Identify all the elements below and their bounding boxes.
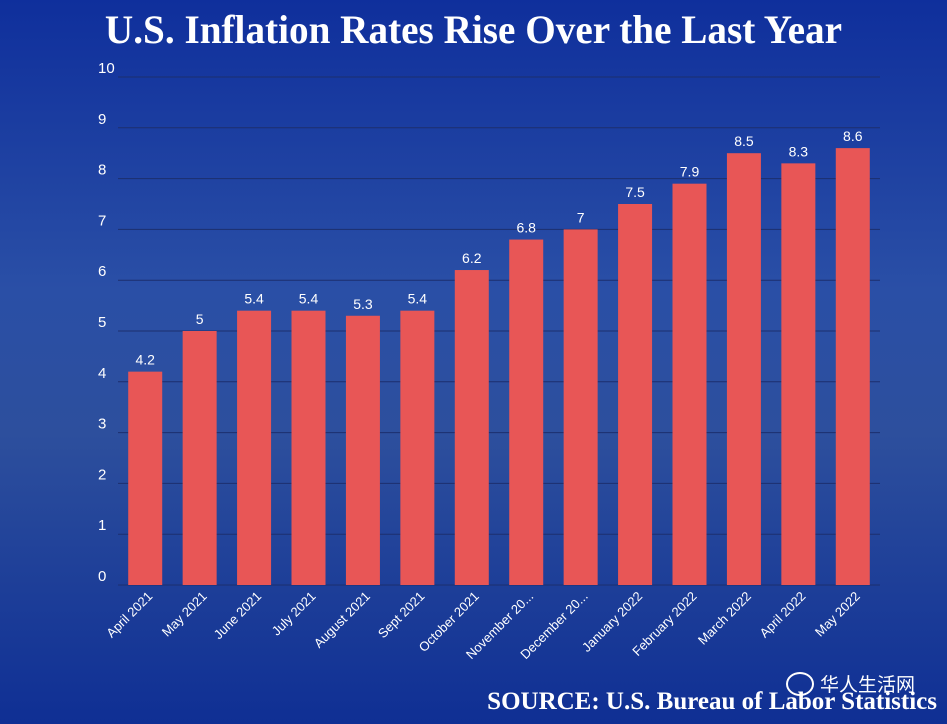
bar <box>781 163 816 586</box>
y-tick-label: 1 <box>98 517 106 534</box>
x-tick-label: April 2021 <box>103 589 155 641</box>
y-tick-label: 10 <box>98 60 115 77</box>
bar <box>618 204 653 585</box>
data-label: 5.4 <box>408 291 428 307</box>
source-note: SOURCE: U.S. Bureau of Labor Statistics <box>487 688 937 715</box>
y-tick-label: 9 <box>98 111 106 128</box>
y-tick-label: 7 <box>98 212 106 229</box>
x-tick-label: May 2021 <box>159 589 210 640</box>
bar <box>672 183 707 585</box>
chart-title: U.S. Inflation Rates Rise Over the Last … <box>104 7 843 52</box>
data-label: 8.3 <box>789 143 809 159</box>
bar <box>726 153 761 585</box>
bar <box>454 270 489 585</box>
bar <box>237 310 272 585</box>
y-tick-label: 0 <box>98 568 106 585</box>
bar <box>291 310 326 585</box>
y-tick-label: 6 <box>98 263 106 280</box>
x-tick-label: Sept 2021 <box>375 589 428 642</box>
wechat-icon <box>785 671 814 696</box>
x-tick-label: June 2021 <box>211 589 265 643</box>
data-label: 5.3 <box>353 296 373 312</box>
bar <box>128 371 163 585</box>
x-tick-label: May 2022 <box>812 589 863 640</box>
data-label: 4.2 <box>135 352 155 368</box>
y-tick-label: 5 <box>98 314 106 331</box>
data-label: 7 <box>577 209 585 225</box>
data-label: 7.5 <box>625 184 645 200</box>
bar <box>563 229 598 585</box>
data-label: 7.9 <box>680 164 700 180</box>
bar <box>182 331 217 585</box>
watermark-text: 华人生活网 <box>819 674 915 696</box>
y-tick-label: 3 <box>98 416 106 433</box>
x-tick-label: July 2021 <box>269 589 319 639</box>
bar <box>400 310 435 585</box>
data-label: 5.4 <box>299 291 319 307</box>
watermark: 华人生活网 <box>785 670 915 697</box>
data-label: 6.2 <box>462 250 482 266</box>
data-label: 5.4 <box>244 291 264 307</box>
y-tick-label: 4 <box>98 365 106 382</box>
x-tick-label: March 2022 <box>695 589 754 648</box>
y-tick-label: 8 <box>98 162 106 179</box>
bar <box>835 148 870 585</box>
data-label: 5 <box>196 311 204 327</box>
data-label: 8.5 <box>734 133 754 149</box>
x-tick-label: August 2021 <box>311 589 373 651</box>
y-tick-label: 2 <box>98 466 106 483</box>
data-label: 6.8 <box>516 220 536 236</box>
x-tick-label: April 2022 <box>756 589 808 641</box>
bar <box>509 239 544 585</box>
data-label: 8.6 <box>843 128 863 144</box>
bar <box>345 315 380 585</box>
